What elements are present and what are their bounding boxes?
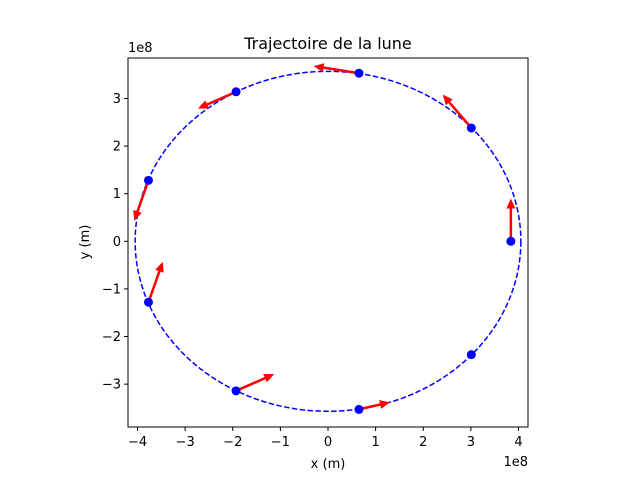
moon-position-point: [231, 87, 241, 97]
y-tick-label: −1: [102, 282, 121, 297]
velocity-arrow: [235, 374, 275, 392]
y-tick-label: 1: [113, 187, 121, 202]
x-tick-label: −1: [271, 435, 290, 450]
y-tick-label: −3: [102, 378, 121, 393]
x-offset-label: 1e8: [503, 455, 528, 470]
y-offset-label: 1e8: [128, 41, 153, 56]
x-tick-label: 0: [324, 435, 332, 450]
x-tick-label: 2: [419, 435, 427, 450]
y-tick-label: 0: [113, 235, 121, 250]
orbit-path: [134, 70, 522, 413]
y-tick-label: 3: [113, 92, 121, 107]
moon-position-point: [354, 404, 364, 414]
x-tick-label: 4: [514, 435, 522, 450]
moon-position-point: [354, 68, 364, 78]
moon-position-point: [466, 123, 476, 133]
moon-position-point: [231, 386, 241, 396]
velocity-arrow: [198, 90, 237, 109]
velocity-arrow: [133, 179, 150, 221]
y-tick-label: −2: [102, 330, 121, 345]
y-axis-label: y (m): [78, 225, 93, 260]
moon-position-point: [466, 350, 476, 360]
moon-position-point: [143, 297, 153, 307]
x-axis-label: x (m): [311, 457, 346, 472]
y-tick-label: 2: [113, 140, 121, 155]
x-tick-label: 1: [371, 435, 379, 450]
x-tick-label: 3: [467, 435, 475, 450]
plot-area: [128, 58, 528, 427]
velocity-arrow: [442, 94, 473, 129]
velocity-arrow: [506, 198, 516, 242]
x-tick-label: −4: [128, 435, 147, 450]
velocity-arrow: [313, 63, 360, 75]
moon-position-point: [506, 236, 516, 246]
axes-frame: [127, 57, 529, 428]
velocity-arrow: [147, 261, 164, 303]
x-tick-label: −2: [223, 435, 242, 450]
chart-title: Trajectoire de la lune: [243, 34, 412, 53]
moon-position-point: [143, 175, 153, 185]
x-tick-label: −3: [176, 435, 195, 450]
